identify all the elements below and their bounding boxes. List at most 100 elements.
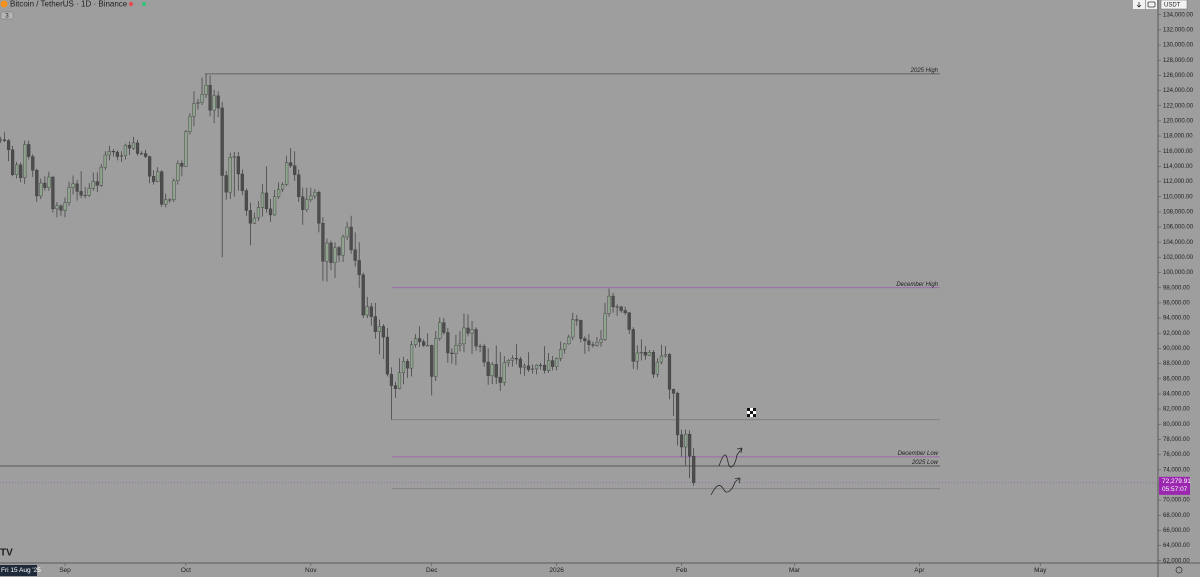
candle-body xyxy=(51,176,55,210)
candle-body xyxy=(381,326,385,338)
y-tick-label: 126,000.00 xyxy=(1163,73,1194,79)
candle-body xyxy=(595,342,599,346)
x-tick-label: Sep xyxy=(59,567,71,574)
y-tick-label: 66,000.00 xyxy=(1163,528,1190,534)
candle-body xyxy=(369,306,373,317)
candle-body xyxy=(63,202,67,211)
candle-body xyxy=(309,195,313,200)
candle-body xyxy=(551,360,555,367)
icon xyxy=(1136,2,1142,8)
button[interactable] xyxy=(1146,0,1157,9)
last-price-box xyxy=(1159,476,1190,495)
candle-body xyxy=(655,361,660,375)
candle-body xyxy=(583,338,587,342)
y-tick-label: 68,000.00 xyxy=(1163,513,1190,519)
candle-body xyxy=(345,226,349,238)
candle-body xyxy=(627,312,631,330)
x-tick-label: Mar xyxy=(789,567,801,574)
candle-body xyxy=(192,103,196,117)
candle-body xyxy=(389,374,394,386)
y-tick-label: 114,000.00 xyxy=(1163,164,1193,170)
candle-body xyxy=(260,192,265,208)
candle-body xyxy=(615,306,619,308)
candle-body xyxy=(212,95,216,111)
drawing-arrow[interactable] xyxy=(710,477,741,496)
candle-body xyxy=(567,336,571,345)
candle-body xyxy=(337,247,341,256)
candle-body xyxy=(365,306,369,316)
candle-body xyxy=(27,144,31,157)
candle-body xyxy=(139,153,144,155)
candle-body xyxy=(679,434,684,448)
drawing-arrow[interactable] xyxy=(718,447,743,468)
candle-body xyxy=(426,345,430,347)
y-tick-label: 102,000.00 xyxy=(1163,255,1194,261)
candle-body xyxy=(599,339,603,343)
candle-body xyxy=(204,85,208,95)
level-label: December Low xyxy=(898,451,939,457)
x-tick-label: Dec xyxy=(426,567,438,574)
candle-body xyxy=(228,157,232,193)
candle-body xyxy=(91,181,95,189)
candle-body xyxy=(401,361,406,373)
y-tick-label: 104,000.00 xyxy=(1163,240,1194,246)
level-label: December High xyxy=(896,282,938,288)
y-tick-label: 96,000.00 xyxy=(1163,300,1190,306)
x-tick-label: May xyxy=(1034,567,1047,574)
candle-body xyxy=(31,156,35,171)
candle-body xyxy=(470,329,474,334)
y-tick-label: 122,000.00 xyxy=(1163,103,1194,109)
y-tick-label: 132,000.00 xyxy=(1163,27,1194,33)
status-dot xyxy=(142,2,146,6)
x-tick-label: Nov xyxy=(305,567,317,574)
candle-body xyxy=(317,191,321,224)
candle-body xyxy=(667,354,672,390)
candle-body xyxy=(486,361,490,376)
candle-body xyxy=(361,274,365,316)
indicator-count: 3 xyxy=(5,13,9,19)
candle-body xyxy=(168,199,172,201)
candle-body xyxy=(176,163,180,182)
x-tick-label: Oct xyxy=(181,567,191,574)
symbol-title: Bitcoin / TetherUS · 1D · Binance xyxy=(10,0,128,9)
candle-body xyxy=(184,131,188,167)
candle-body xyxy=(538,364,543,366)
y-tick-label: 74,000.00 xyxy=(1163,467,1190,473)
candle-body xyxy=(555,358,559,367)
candle-body xyxy=(180,163,184,167)
indicator-pill[interactable] xyxy=(0,11,14,20)
candle-body xyxy=(385,336,389,375)
candle-body xyxy=(647,352,651,356)
candle-body xyxy=(232,156,236,158)
candle-body xyxy=(442,322,446,333)
currency-button[interactable] xyxy=(1160,0,1188,10)
settings-icon[interactable] xyxy=(1175,566,1183,574)
coin-icon xyxy=(0,0,8,8)
candle-body xyxy=(349,226,353,251)
candle-body xyxy=(409,344,414,369)
candle-body xyxy=(333,247,337,263)
candle-body xyxy=(329,242,333,263)
candle-body xyxy=(15,164,19,175)
candle-body xyxy=(575,319,579,321)
candle-body xyxy=(156,171,160,182)
y-tick-label: 78,000.00 xyxy=(1163,437,1190,443)
y-tick-label: 90,000.00 xyxy=(1163,346,1190,352)
candle-body xyxy=(418,338,422,342)
candle-body xyxy=(196,102,200,104)
candle-body xyxy=(79,191,83,196)
level-label: 2025 High xyxy=(910,68,939,74)
candle-body xyxy=(325,242,329,262)
x-tick-label: 2026 xyxy=(549,567,564,574)
candle-body xyxy=(675,392,680,436)
candle-body xyxy=(220,107,224,176)
candle-body xyxy=(119,155,124,157)
candle-body xyxy=(534,364,539,370)
candle-body xyxy=(216,95,220,109)
candle-body xyxy=(478,345,482,347)
candle-body xyxy=(474,329,478,347)
candle-body xyxy=(47,176,51,188)
candle-body xyxy=(6,140,11,150)
candle-body xyxy=(11,149,15,175)
